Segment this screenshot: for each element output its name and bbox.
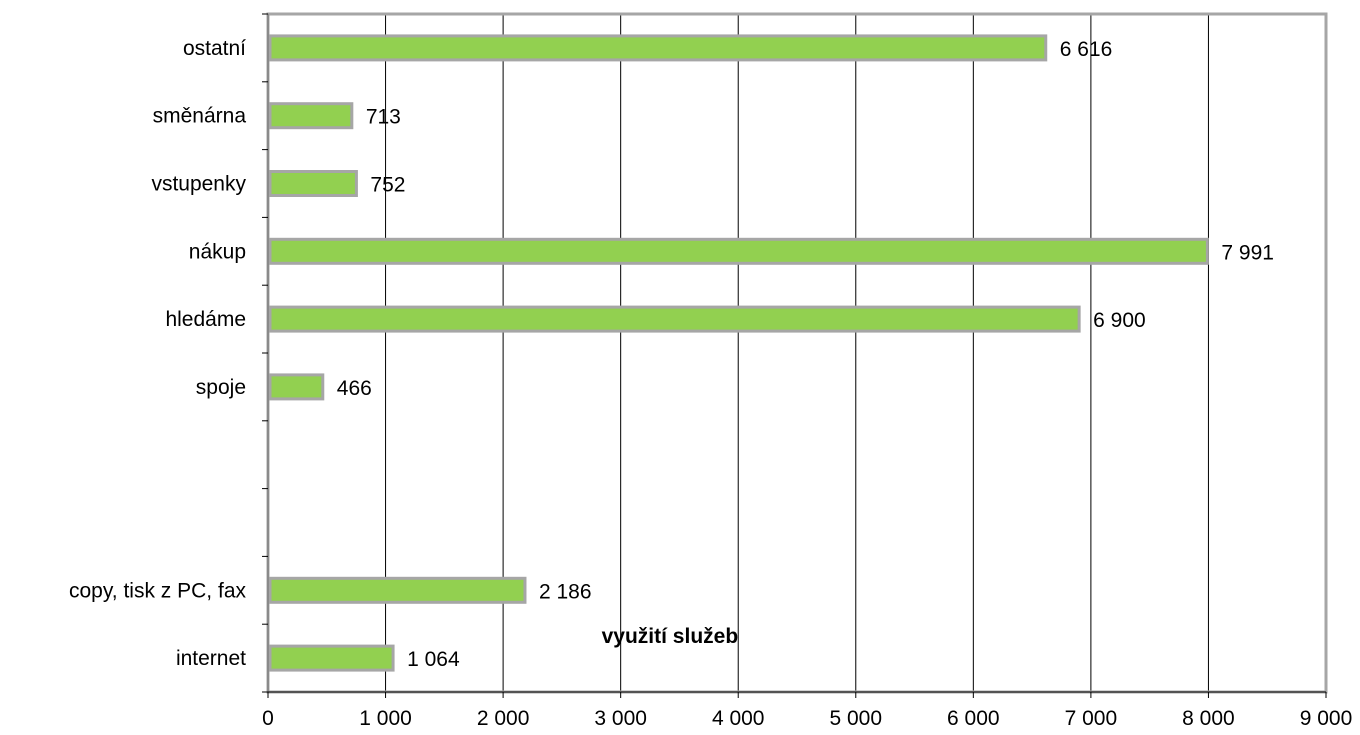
bar: [268, 305, 1081, 333]
grid-lines: [385, 14, 1209, 692]
data-label: 7 991: [1221, 241, 1274, 264]
bars: [268, 34, 1209, 672]
axes: [262, 13, 1327, 698]
data-label: 713: [366, 106, 401, 129]
x-tick-label: 3 000: [594, 707, 647, 730]
x-tick-label: 6 000: [947, 707, 1000, 730]
x-tick-label: 0: [262, 707, 274, 730]
labels: 0 1 000 2 000 3 000 4 000 5 000 6 000 7 000 8 00…: [69, 37, 1352, 730]
x-tick-label: 4 000: [712, 707, 765, 730]
category-label: směnárna: [153, 105, 247, 128]
chart-title: využití služeb: [602, 625, 739, 648]
bar: [268, 34, 1048, 62]
category-label: nákup: [189, 240, 246, 263]
x-tick-label: 5 000: [829, 707, 882, 730]
category-label: spoje: [196, 376, 246, 399]
x-tick-label: 8 000: [1182, 707, 1235, 730]
bar: [268, 576, 527, 604]
bar: [268, 170, 358, 197]
category-label: ostatní: [183, 37, 246, 60]
x-tick-label: 7 000: [1065, 707, 1118, 730]
category-label: vstupenky: [151, 173, 246, 196]
data-label: 466: [337, 377, 372, 400]
category-label: hledáme: [165, 308, 246, 331]
x-tick-label: 1 000: [359, 707, 412, 730]
data-label: 1 064: [407, 648, 460, 671]
data-label: 752: [370, 174, 405, 197]
data-label: 6 616: [1060, 38, 1113, 61]
x-tick-label: 9 000: [1300, 707, 1353, 730]
bar: [268, 237, 1209, 265]
x-tick-label: 2 000: [477, 707, 530, 730]
bar: [268, 644, 395, 672]
category-label: internet: [176, 647, 246, 670]
bar: [268, 102, 354, 130]
category-label: copy, tisk z PC, fax: [69, 579, 246, 602]
data-label: 6 900: [1093, 309, 1146, 332]
bar: [268, 373, 325, 401]
data-label: 2 186: [539, 580, 592, 603]
